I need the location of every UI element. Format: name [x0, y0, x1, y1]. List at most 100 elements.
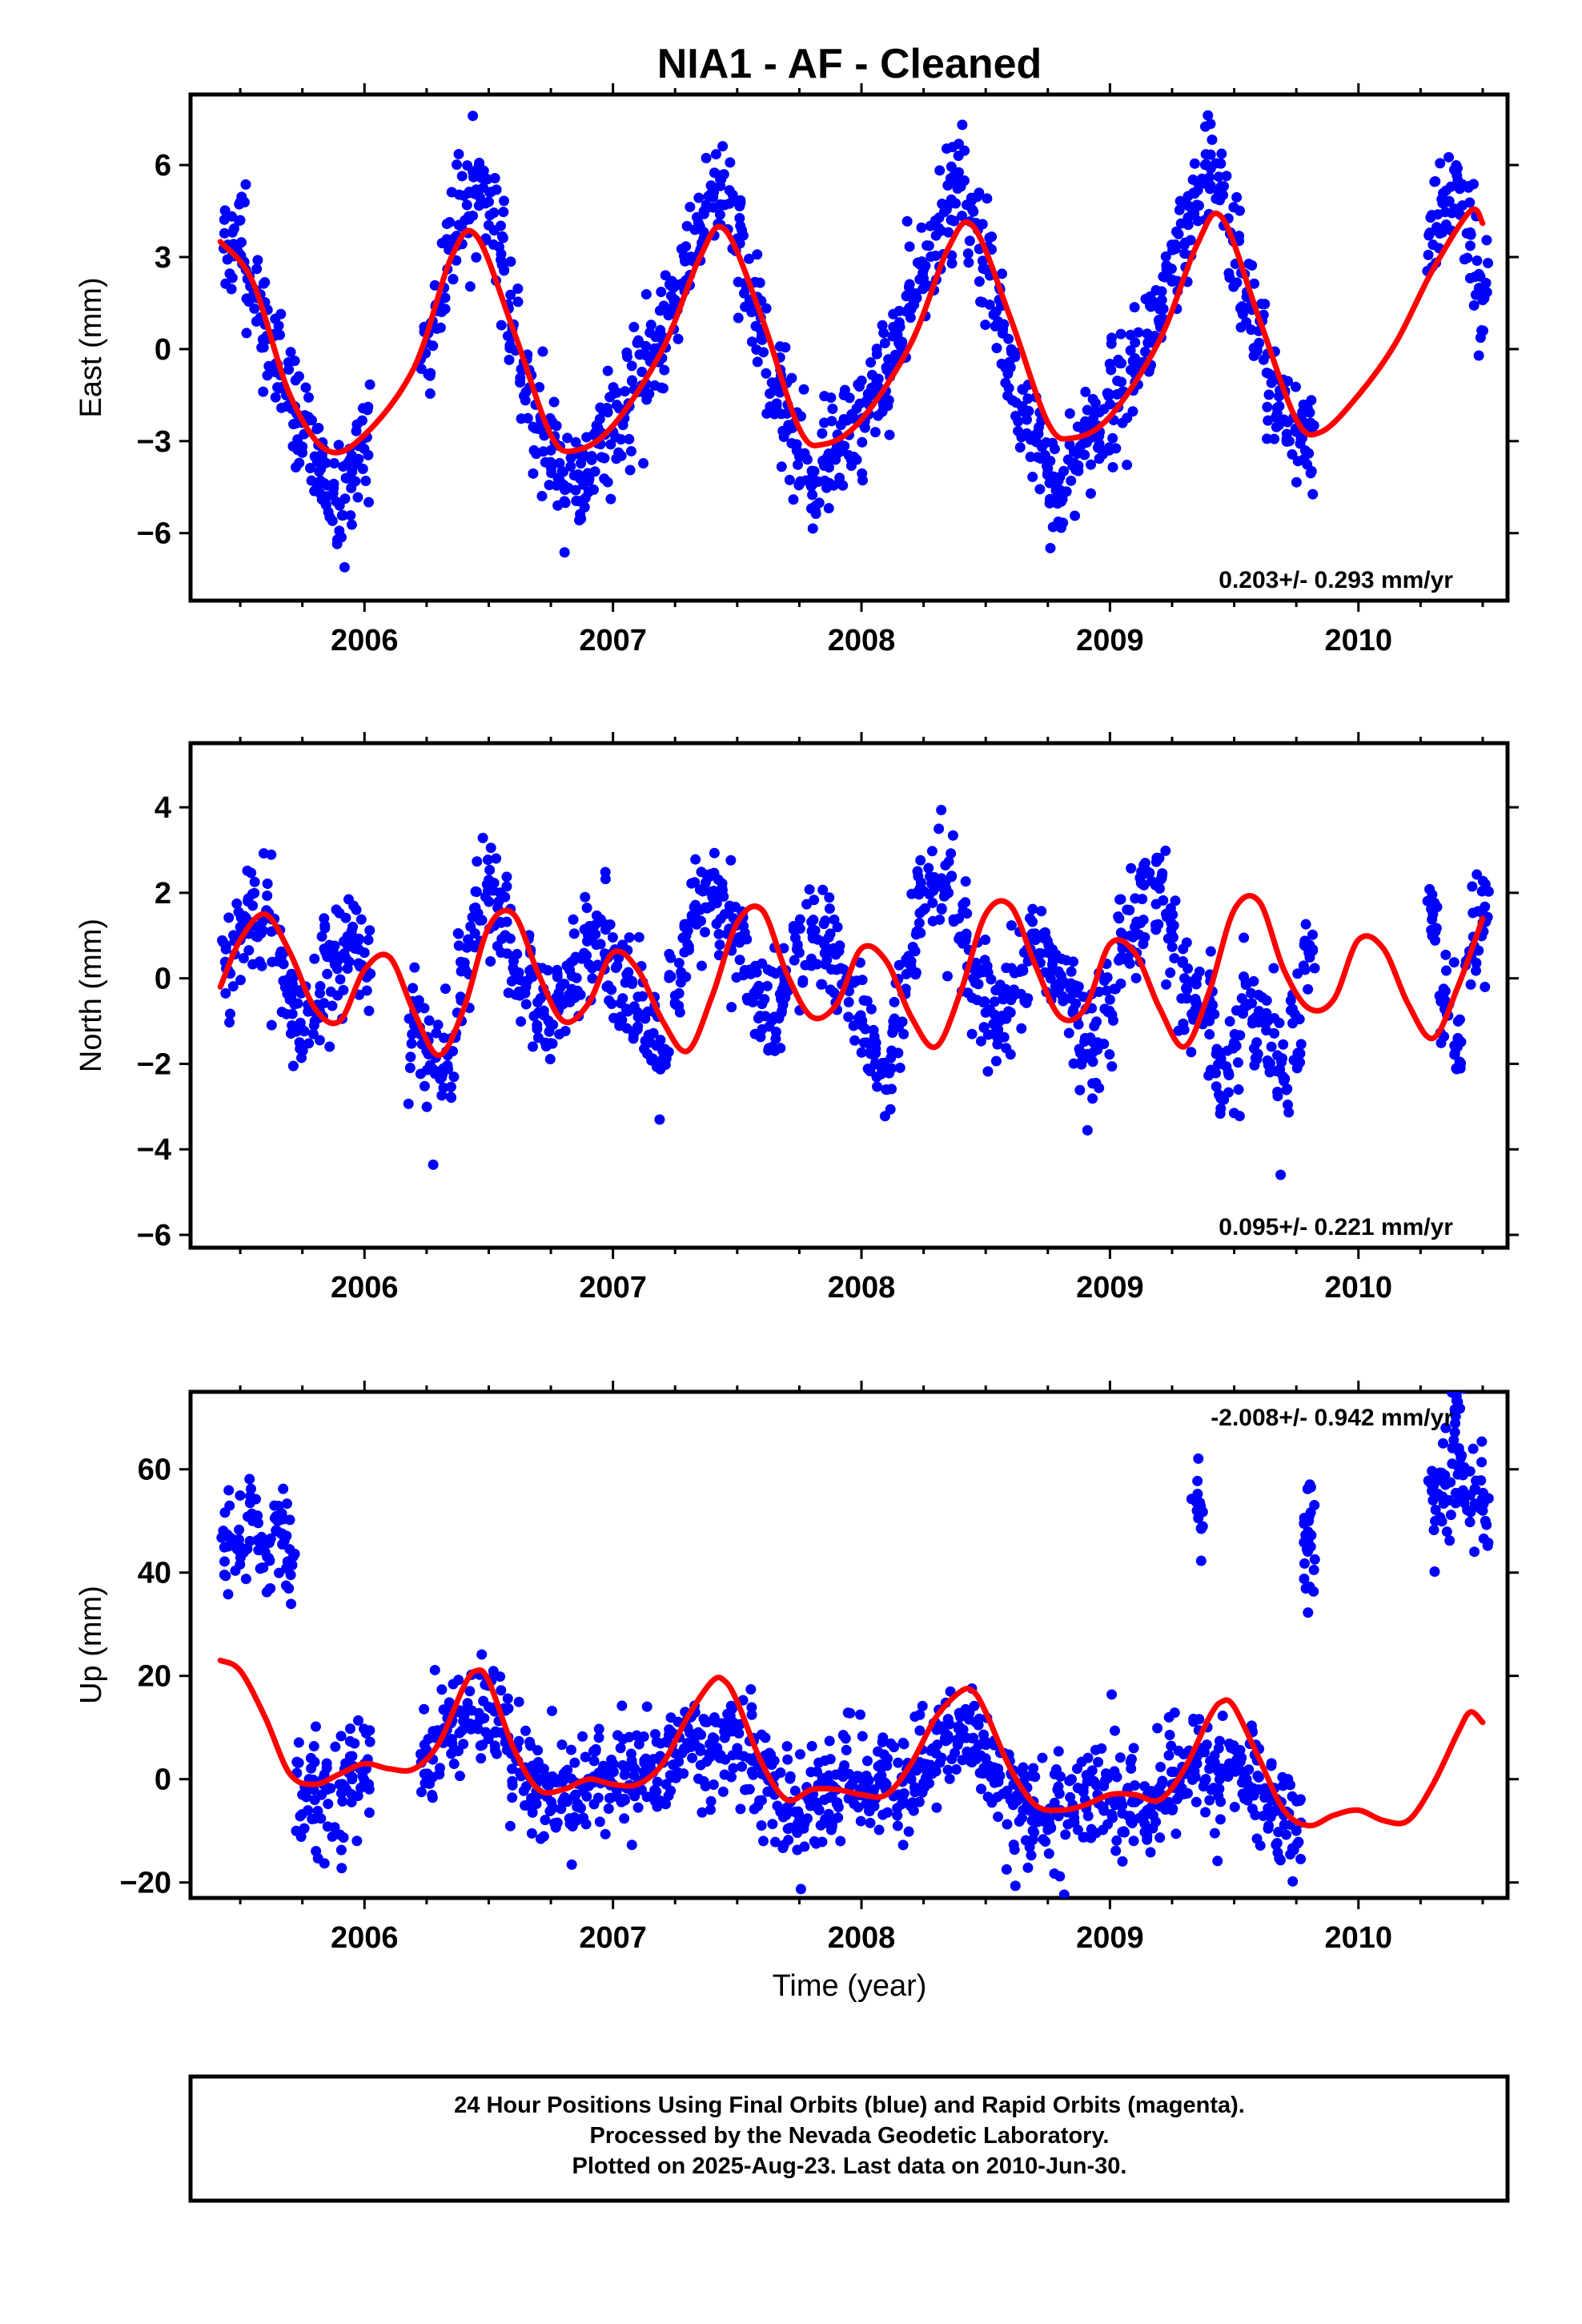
- data-point: [497, 232, 508, 243]
- data-point: [1266, 1041, 1277, 1052]
- data-point: [757, 958, 768, 969]
- data-point: [540, 456, 551, 468]
- data-point: [545, 444, 556, 456]
- data-point: [1266, 1760, 1277, 1771]
- data-point: [678, 1768, 689, 1779]
- data-point: [856, 1047, 867, 1058]
- data-point: [494, 241, 505, 252]
- data-point: [1148, 296, 1159, 308]
- data-point: [258, 342, 269, 353]
- data-point: [270, 392, 281, 403]
- data-point: [1465, 229, 1476, 240]
- data-point: [980, 935, 991, 946]
- data-point: [1129, 1780, 1140, 1791]
- y-tick-label: 20: [138, 1660, 171, 1694]
- data-point: [286, 1598, 297, 1610]
- data-point: [996, 268, 1007, 279]
- data-point: [1034, 484, 1046, 495]
- data-point: [580, 891, 591, 903]
- data-point: [640, 1754, 651, 1765]
- data-point: [1106, 1061, 1118, 1072]
- data-point: [865, 1003, 877, 1015]
- data-point: [911, 292, 922, 304]
- data-point: [1272, 1091, 1283, 1102]
- data-point: [693, 217, 704, 228]
- data-point: [1473, 350, 1484, 361]
- x-tick-label: 2007: [579, 1921, 647, 1955]
- east-panel: −6 −3 0 3 6 2006 2007 2008 2009 2010 East (mm) 0.20…: [74, 83, 1519, 657]
- data-point: [761, 303, 772, 314]
- data-point: [1480, 901, 1491, 912]
- data-point: [579, 501, 590, 513]
- data-point: [438, 1082, 449, 1093]
- data-point: [898, 1787, 909, 1799]
- data-point: [681, 220, 693, 231]
- data-point: [801, 899, 813, 910]
- data-point: [316, 450, 327, 461]
- data-point: [338, 984, 349, 995]
- data-point: [526, 1827, 537, 1839]
- data-point: [632, 1024, 643, 1035]
- data-point: [1043, 939, 1054, 951]
- data-point: [1198, 1781, 1209, 1792]
- data-point: [789, 955, 800, 966]
- data-point: [271, 1525, 282, 1536]
- data-point: [664, 970, 675, 981]
- data-point: [363, 1779, 375, 1790]
- data-point: [914, 259, 926, 270]
- data-point: [514, 990, 525, 1001]
- data-point: [306, 475, 317, 486]
- data-point: [1459, 254, 1470, 265]
- data-point: [914, 1725, 926, 1736]
- data-point: [626, 1839, 637, 1851]
- data-point: [776, 994, 787, 1005]
- data-point: [1481, 235, 1492, 246]
- data-point: [619, 1813, 630, 1824]
- data-point: [877, 320, 888, 331]
- data-point: [1001, 1864, 1012, 1875]
- data-point: [829, 987, 840, 999]
- data-point: [1285, 995, 1296, 1006]
- data-point: [295, 1017, 306, 1028]
- data-point: [601, 981, 612, 992]
- data-point: [1296, 432, 1307, 444]
- x-tick-label: 2010: [1325, 1921, 1393, 1955]
- data-point: [689, 902, 700, 913]
- data-point: [946, 215, 957, 226]
- data-point: [651, 1786, 662, 1797]
- data-point: [1480, 1515, 1491, 1526]
- data-point: [1437, 1491, 1448, 1502]
- data-point: [1016, 1812, 1027, 1823]
- data-point: [717, 883, 728, 894]
- data-point: [1223, 1771, 1234, 1783]
- data-point: [1435, 1037, 1447, 1048]
- data-point: [659, 364, 670, 376]
- data-point: [714, 939, 725, 951]
- data-point: [1472, 869, 1483, 880]
- data-point: [346, 482, 357, 493]
- data-point: [495, 1671, 506, 1683]
- data-point: [807, 523, 818, 534]
- data-point: [504, 933, 516, 944]
- data-point: [1021, 997, 1032, 1008]
- data-point: [1126, 1754, 1137, 1765]
- data-point: [527, 1807, 538, 1818]
- y-tick-label: 0: [155, 1763, 171, 1797]
- data-point: [966, 195, 977, 207]
- data-point: [1124, 904, 1135, 915]
- data-point: [464, 281, 476, 292]
- data-point: [1192, 1475, 1203, 1486]
- data-point: [671, 999, 682, 1011]
- data-point: [1278, 1039, 1289, 1050]
- data-point: [581, 950, 592, 961]
- y-tick-label: 60: [138, 1454, 171, 1487]
- data-point: [363, 497, 375, 508]
- data-point: [546, 1706, 557, 1717]
- data-point: [1106, 338, 1117, 349]
- data-point: [1001, 1043, 1012, 1054]
- data-point: [1110, 1845, 1122, 1856]
- data-point: [1224, 1015, 1235, 1027]
- data-point: [1435, 1512, 1446, 1523]
- data-point: [1263, 415, 1274, 426]
- data-point: [438, 1032, 449, 1043]
